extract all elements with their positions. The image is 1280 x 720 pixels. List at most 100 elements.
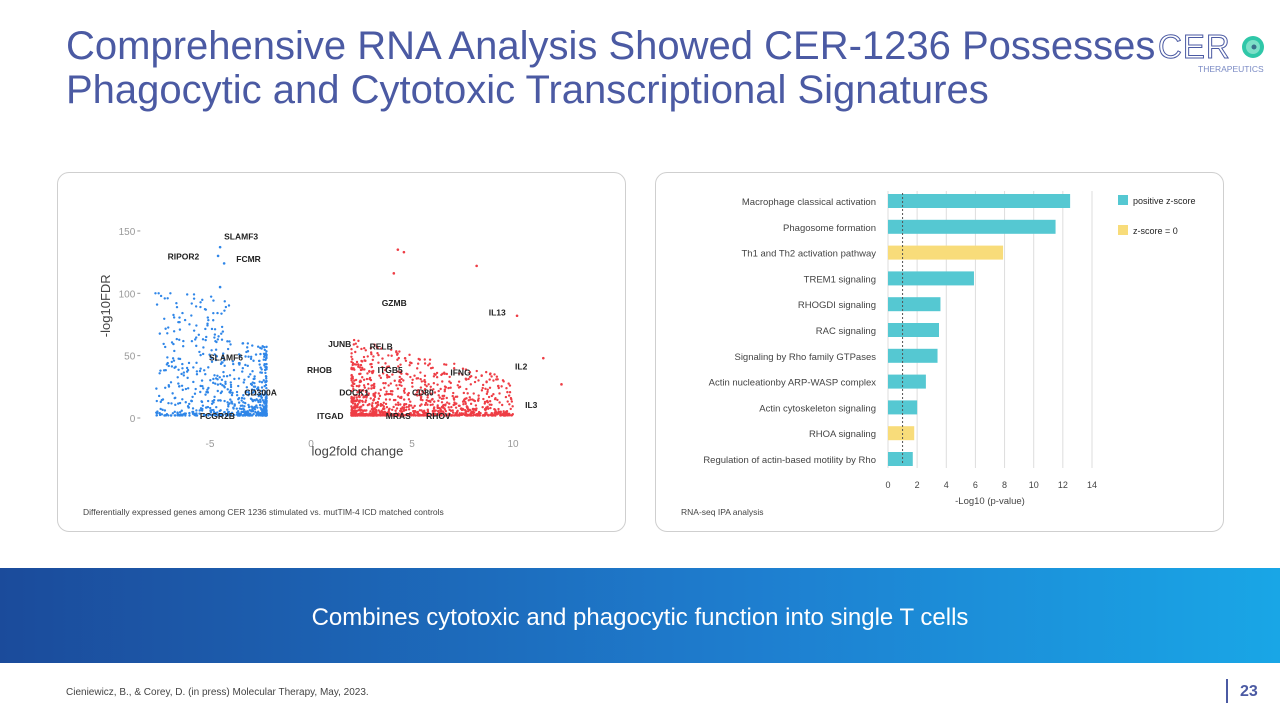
down-gene-point bbox=[172, 359, 176, 362]
up-gene-point bbox=[358, 401, 361, 404]
up-gene-point bbox=[372, 392, 375, 396]
up-gene-point bbox=[475, 412, 478, 416]
down-gene-point bbox=[249, 357, 253, 361]
down-gene-point bbox=[229, 343, 232, 346]
up-gene-point bbox=[377, 353, 380, 357]
up-gene-point bbox=[402, 408, 405, 411]
up-gene-point bbox=[490, 414, 494, 417]
down-gene-point bbox=[231, 402, 234, 405]
down-gene-point bbox=[199, 301, 202, 304]
down-gene-point bbox=[170, 360, 173, 364]
up-gene-point bbox=[485, 381, 488, 384]
up-gene-point bbox=[448, 402, 451, 405]
x-tick-label: 14 bbox=[1087, 480, 1097, 490]
down-gene-point bbox=[229, 383, 233, 387]
up-gene-point bbox=[386, 411, 389, 415]
up-gene-point bbox=[387, 354, 390, 357]
down-gene-point bbox=[262, 393, 266, 397]
down-gene-point bbox=[172, 342, 175, 346]
down-gene-point bbox=[230, 393, 234, 397]
up-gene-point bbox=[411, 385, 414, 388]
down-gene-point bbox=[210, 349, 213, 352]
up-gene-point bbox=[365, 409, 368, 412]
down-gene-point bbox=[237, 398, 240, 401]
up-gene-point bbox=[407, 408, 411, 411]
down-gene-point bbox=[235, 407, 238, 410]
up-gene-point bbox=[360, 359, 363, 363]
up-gene-point bbox=[443, 390, 446, 393]
up-gene-point bbox=[493, 408, 496, 411]
up-gene-point bbox=[441, 406, 445, 409]
x-tick-label: 0 bbox=[885, 480, 890, 490]
down-gene-point bbox=[216, 378, 219, 381]
down-gene-point bbox=[190, 399, 193, 403]
down-gene-point bbox=[248, 405, 251, 408]
bar bbox=[888, 245, 1004, 260]
category-label: Signaling by Rho family GTPases bbox=[734, 352, 876, 363]
down-gene-point bbox=[214, 348, 218, 351]
x-tick-label: 5 bbox=[409, 439, 415, 450]
up-gene-point bbox=[373, 395, 377, 399]
up-gene-point bbox=[387, 365, 391, 368]
up-gene-point bbox=[388, 375, 391, 379]
up-gene-point bbox=[507, 394, 511, 397]
down-gene-point bbox=[175, 302, 178, 305]
down-gene-point bbox=[233, 413, 236, 417]
down-gene-point bbox=[169, 292, 172, 295]
x-tick-label: 4 bbox=[944, 480, 949, 490]
up-gene-point bbox=[382, 401, 385, 404]
up-gene-point bbox=[486, 388, 489, 391]
down-gene-point bbox=[192, 380, 195, 384]
down-gene-point bbox=[154, 292, 157, 295]
y-tick-label: 150 bbox=[119, 227, 136, 238]
up-gene-point bbox=[371, 401, 374, 405]
up-gene-point bbox=[500, 385, 503, 388]
up-gene-point bbox=[370, 365, 374, 369]
up-gene-point bbox=[475, 369, 478, 373]
up-gene-point bbox=[444, 403, 447, 406]
down-gene-point bbox=[181, 345, 185, 348]
up-gene-point bbox=[362, 355, 366, 359]
y-tick-label: 0 bbox=[130, 414, 136, 425]
down-gene-point bbox=[210, 356, 213, 360]
down-gene-point bbox=[178, 414, 182, 417]
title-line-1: Comprehensive RNA Analysis Showed CER-12… bbox=[66, 24, 1156, 68]
down-gene-point bbox=[247, 393, 250, 397]
down-gene-point bbox=[195, 412, 198, 415]
up-gene-point bbox=[365, 412, 368, 416]
up-gene-point bbox=[379, 376, 383, 380]
up-gene-point bbox=[382, 381, 385, 385]
down-gene-point bbox=[252, 412, 255, 416]
up-gene-point bbox=[366, 355, 369, 358]
up-gene-point bbox=[394, 412, 398, 415]
up-gene-point bbox=[469, 402, 473, 406]
up-gene-point bbox=[423, 414, 426, 417]
down-gene-point bbox=[203, 369, 206, 372]
down-gene-point bbox=[256, 406, 259, 409]
down-gene-point bbox=[260, 368, 263, 371]
up-gene-point bbox=[395, 384, 398, 387]
category-label: RHOA signaling bbox=[809, 429, 876, 440]
up-gene-point bbox=[453, 401, 456, 404]
down-gene-point bbox=[241, 367, 245, 370]
up-gene-point bbox=[377, 397, 381, 400]
up-gene-point bbox=[357, 385, 361, 388]
up-gene-point bbox=[445, 396, 448, 400]
up-gene-point bbox=[404, 402, 408, 406]
down-gene-point bbox=[244, 391, 248, 394]
down-gene-point bbox=[222, 370, 225, 374]
gene-label: CD80 bbox=[412, 388, 434, 398]
down-gene-point bbox=[155, 303, 159, 306]
down-gene-point bbox=[218, 376, 221, 379]
up-gene-point bbox=[454, 395, 457, 398]
down-gene-point bbox=[249, 373, 252, 376]
up-gene-point bbox=[419, 377, 422, 381]
up-gene-point bbox=[474, 376, 478, 379]
up-gene-point bbox=[350, 377, 353, 380]
down-gene-point bbox=[244, 355, 247, 358]
up-gene-point bbox=[354, 350, 357, 354]
down-gene-point bbox=[206, 316, 210, 319]
up-gene-point bbox=[361, 400, 364, 403]
down-gene-point bbox=[204, 327, 207, 331]
down-gene-point bbox=[207, 366, 210, 369]
